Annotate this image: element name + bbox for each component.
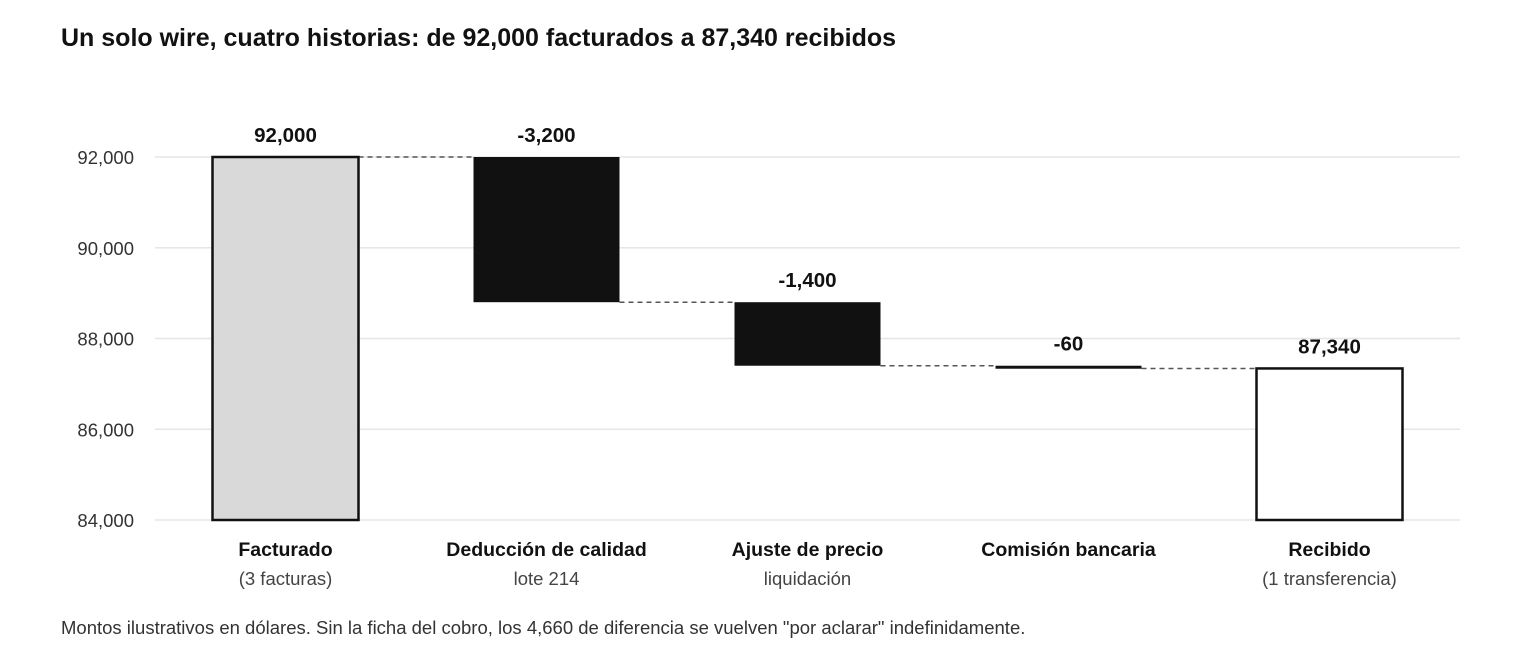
category-label: Deducción de calidad — [446, 539, 646, 561]
y-tick-label: 92,000 — [77, 147, 134, 168]
category-label: Recibido — [1288, 539, 1370, 561]
bar — [1255, 367, 1404, 522]
y-tick-label: 86,000 — [77, 419, 134, 440]
y-tick-label: 88,000 — [77, 329, 134, 350]
y-tick-label: 84,000 — [77, 510, 134, 531]
category-label: Ajuste de precio — [732, 539, 884, 561]
category-label: Comisión bancaria — [981, 539, 1156, 561]
chart-title: Un solo wire, cuatro historias: de 92,00… — [61, 24, 897, 52]
category-sublabel: (1 transferencia) — [1262, 568, 1397, 589]
chart-note: Montos ilustrativos en dólares. Sin la f… — [61, 617, 1026, 638]
category-label: Facturado — [238, 539, 332, 561]
data-label: -1,400 — [778, 269, 836, 292]
category-sublabel: (3 facturas) — [239, 568, 333, 589]
bar — [211, 155, 360, 522]
y-tick-label: 90,000 — [77, 238, 134, 259]
bar — [473, 157, 620, 303]
data-label: -3,200 — [517, 124, 575, 147]
data-label: 92,000 — [254, 124, 317, 147]
data-label: 87,340 — [1298, 335, 1361, 358]
bar — [734, 302, 881, 366]
bar — [995, 365, 1142, 369]
data-label: -60 — [1054, 333, 1084, 356]
category-sublabel: liquidación — [764, 568, 851, 589]
category-sublabel: lote 214 — [514, 568, 580, 589]
